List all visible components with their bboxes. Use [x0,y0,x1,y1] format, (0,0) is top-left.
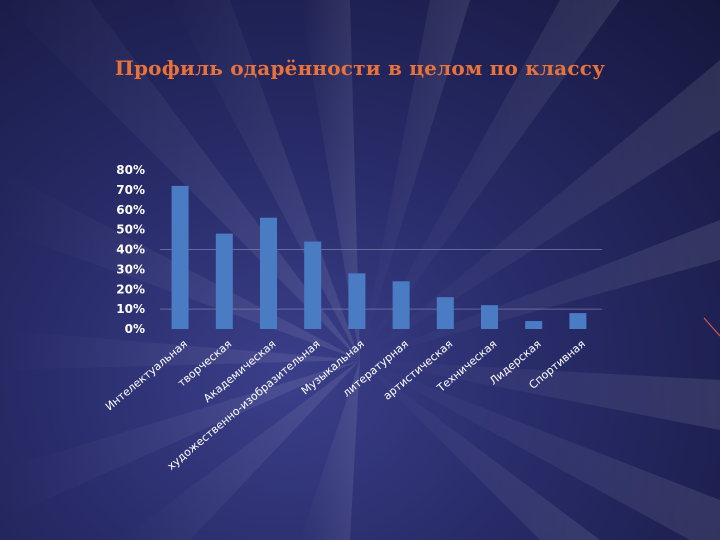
bar [171,185,189,329]
y-tick-label: 10% [116,302,145,316]
category-label: художественно-изобразительная [165,337,323,472]
chart-title: Профиль одарённости в целом по классу [114,56,606,80]
bar [304,241,322,329]
y-tick-label: 80% [116,163,145,177]
bar [525,321,543,329]
bar [215,233,233,329]
y-tick-label: 60% [116,203,145,217]
gridlines [160,249,602,310]
y-axis-ticks: 0% 10% 20% 30% 40% 50% 60% 70% 80% [116,163,145,336]
category-label: Интелектуальная [103,337,190,413]
y-tick-label: 0% [125,322,145,336]
y-tick-label: 50% [116,223,145,237]
bar [436,297,454,329]
y-tick-label: 70% [116,183,145,197]
bar [481,305,498,329]
category-labels: ИнтелектуальнаятворческаяАкадемическаяху… [103,337,588,472]
bars [171,185,587,329]
y-tick-label: 20% [116,282,145,296]
y-tick-label: 30% [116,262,145,276]
bar [260,217,277,329]
bar [348,273,366,329]
y-tick-label: 40% [116,243,145,257]
bar [392,281,410,329]
bar [569,313,587,329]
